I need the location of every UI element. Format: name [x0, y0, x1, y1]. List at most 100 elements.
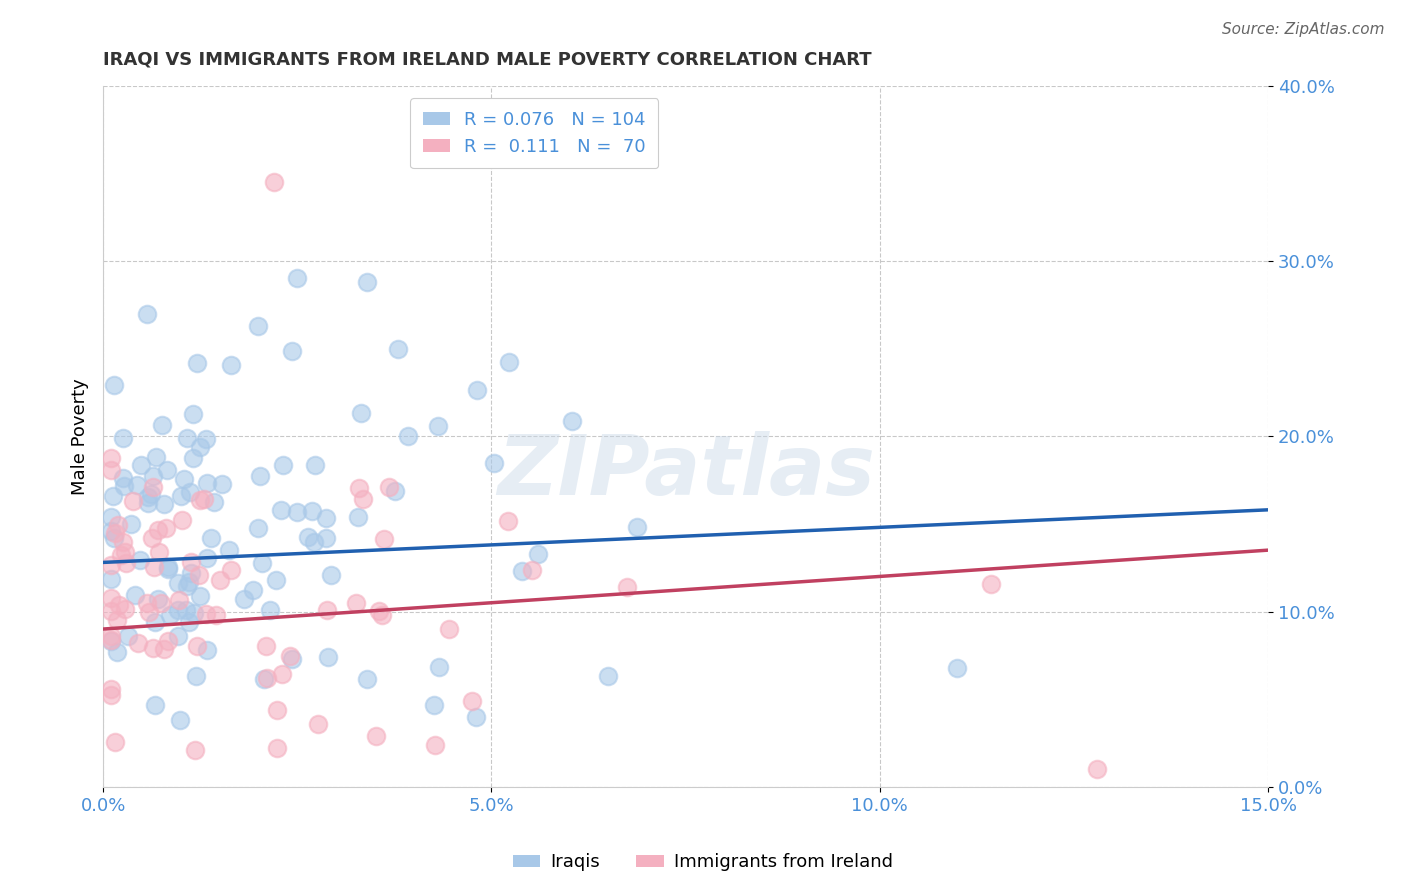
Iraqis — [136, 490, 159, 504]
Immigrants from Ireland — [371, 608, 394, 623]
Immigrants from Ireland — [100, 463, 122, 477]
Iraqis — [561, 414, 583, 428]
Immigrants from Ireland — [143, 560, 166, 574]
Immigrants from Ireland — [616, 580, 638, 594]
Immigrants from Ireland — [366, 730, 388, 744]
Immigrants from Ireland — [188, 567, 211, 582]
Iraqis — [195, 550, 218, 565]
Iraqis — [135, 307, 157, 321]
Immigrants from Ireland — [221, 563, 243, 577]
Immigrants from Ireland — [522, 563, 544, 577]
Iraqis — [356, 672, 378, 686]
Immigrants from Ireland — [496, 514, 519, 528]
Immigrants from Ireland — [170, 513, 193, 527]
Iraqis — [259, 603, 281, 617]
Iraqis — [498, 355, 520, 369]
Immigrants from Ireland — [315, 603, 337, 617]
Iraqis — [179, 615, 201, 629]
Text: Source: ZipAtlas.com: Source: ZipAtlas.com — [1222, 22, 1385, 37]
Iraqis — [120, 516, 142, 531]
Iraqis — [169, 713, 191, 727]
Iraqis — [103, 378, 125, 392]
Iraqis — [281, 652, 304, 666]
Iraqis — [112, 479, 135, 493]
Immigrants from Ireland — [104, 735, 127, 749]
Iraqis — [180, 566, 202, 580]
Immigrants from Ireland — [104, 525, 127, 540]
Iraqis — [139, 487, 162, 501]
Immigrants from Ireland — [153, 642, 176, 657]
Immigrants from Ireland — [100, 604, 122, 618]
Iraqis — [195, 643, 218, 657]
Iraqis — [318, 650, 340, 665]
Iraqis — [186, 356, 208, 370]
Iraqis — [156, 463, 179, 477]
Immigrants from Ireland — [138, 605, 160, 619]
Immigrants from Ireland — [208, 573, 231, 587]
Iraqis — [626, 519, 648, 533]
Iraqis — [465, 383, 488, 397]
Immigrants from Ireland — [122, 494, 145, 508]
Immigrants from Ireland — [149, 596, 172, 610]
Immigrants from Ireland — [100, 450, 122, 465]
Immigrants from Ireland — [180, 555, 202, 569]
Iraqis — [211, 476, 233, 491]
Iraqis — [301, 504, 323, 518]
Iraqis — [100, 524, 122, 538]
Immigrants from Ireland — [980, 577, 1002, 591]
Iraqis — [297, 530, 319, 544]
Iraqis — [183, 407, 205, 421]
Iraqis — [177, 574, 200, 589]
Immigrants from Ireland — [194, 607, 217, 621]
Immigrants from Ireland — [278, 648, 301, 663]
Iraqis — [105, 645, 128, 659]
Immigrants from Ireland — [186, 639, 208, 653]
Iraqis — [145, 450, 167, 464]
Iraqis — [112, 471, 135, 485]
Iraqis — [181, 451, 204, 466]
Immigrants from Ireland — [425, 738, 447, 752]
Immigrants from Ireland — [263, 175, 285, 189]
Iraqis — [315, 532, 337, 546]
Immigrants from Ireland — [368, 604, 391, 618]
Immigrants from Ireland — [167, 592, 190, 607]
Iraqis — [302, 535, 325, 549]
Immigrants from Ireland — [188, 493, 211, 508]
Immigrants from Ireland — [256, 671, 278, 685]
Immigrants from Ireland — [373, 532, 395, 546]
Iraqis — [166, 629, 188, 643]
Immigrants from Ireland — [205, 608, 228, 623]
Immigrants from Ireland — [136, 596, 159, 610]
Immigrants from Ireland — [184, 743, 207, 757]
Iraqis — [271, 458, 294, 472]
Immigrants from Ireland — [127, 636, 149, 650]
Immigrants from Ireland — [193, 491, 215, 506]
Iraqis — [183, 606, 205, 620]
Iraqis — [184, 669, 207, 683]
Immigrants from Ireland — [156, 634, 179, 648]
Iraqis — [153, 498, 176, 512]
Iraqis — [100, 510, 122, 524]
Iraqis — [179, 484, 201, 499]
Iraqis — [202, 495, 225, 509]
Immigrants from Ireland — [148, 524, 170, 538]
Iraqis — [138, 496, 160, 510]
Text: ZIPatlas: ZIPatlas — [496, 431, 875, 512]
Iraqis — [527, 547, 550, 561]
Immigrants from Ireland — [100, 632, 122, 647]
Iraqis — [167, 575, 190, 590]
Iraqis — [124, 588, 146, 602]
Immigrants from Ireland — [112, 535, 135, 549]
Iraqis — [167, 603, 190, 617]
Iraqis — [319, 568, 342, 582]
Immigrants from Ireland — [107, 518, 129, 533]
Iraqis — [232, 592, 254, 607]
Immigrants from Ireland — [271, 667, 294, 681]
Legend: Iraqis, Immigrants from Ireland: Iraqis, Immigrants from Ireland — [505, 847, 901, 879]
Iraqis — [465, 709, 488, 723]
Immigrants from Ireland — [142, 479, 165, 493]
Iraqis — [176, 579, 198, 593]
Iraqis — [195, 432, 218, 446]
Iraqis — [150, 417, 173, 432]
Iraqis — [188, 441, 211, 455]
